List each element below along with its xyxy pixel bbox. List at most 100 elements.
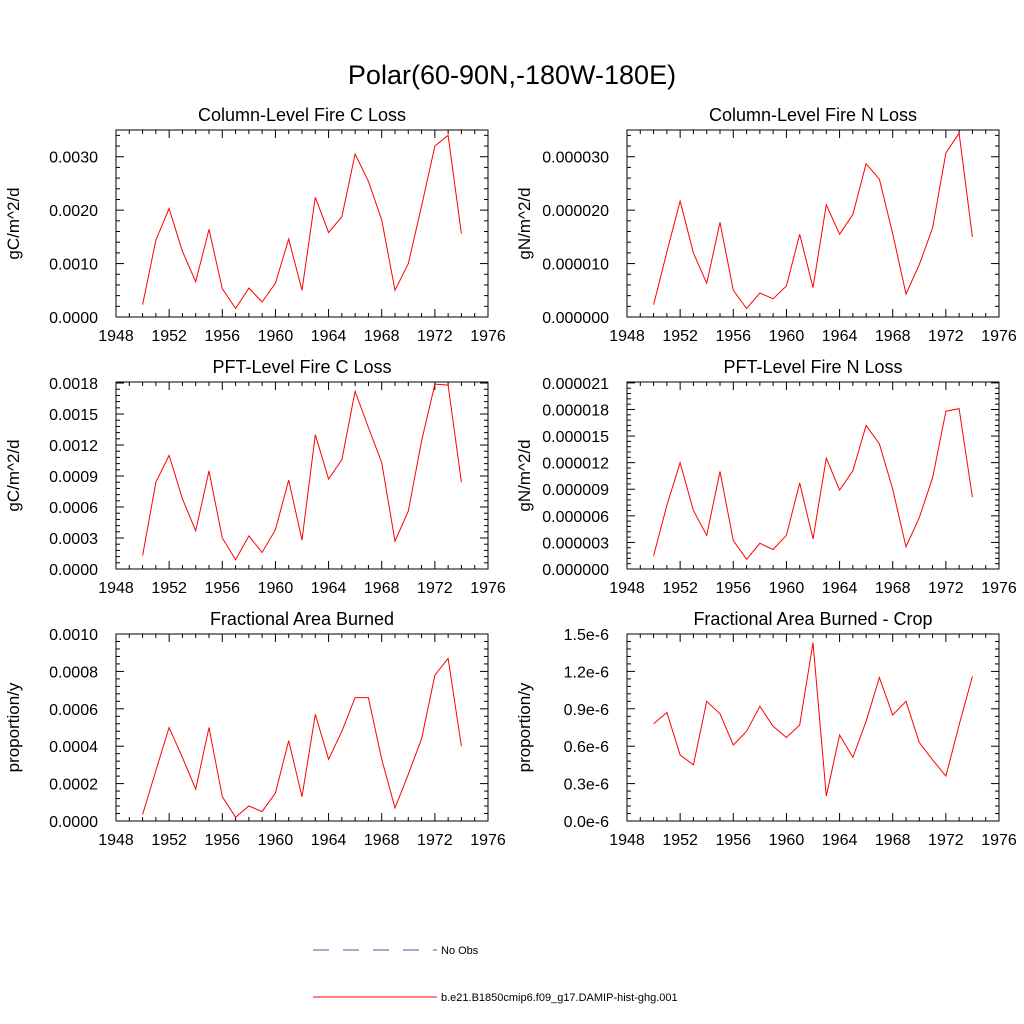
x-tick-label: 1972 <box>417 328 453 345</box>
plot-frame <box>626 129 1000 318</box>
y-tick-label: 0.6e-6 <box>564 739 609 756</box>
x-tick-label: 1964 <box>822 328 858 345</box>
x-tick-label: 1952 <box>151 580 187 597</box>
panel-3: PFT-Level Fire C Loss gC/m^2/d 1948 1952 195… <box>4 357 506 597</box>
x-tick-label: 1976 <box>470 328 506 345</box>
y-tick-label: 0.3e-6 <box>564 777 609 794</box>
y-tick-label: 0.000030 <box>542 150 609 167</box>
x-tick-label: 1952 <box>662 832 698 849</box>
panel-2: Column-Level Fire N Loss gN/m^2/d 1948 1952… <box>515 105 1017 345</box>
panel-6: Fractional Area Burned - Crop proportion/… <box>515 609 1017 849</box>
x-tick-label: 1956 <box>715 328 751 345</box>
x-tick-label: 1968 <box>875 580 911 597</box>
y-tick-label: 0.000021 <box>542 376 609 393</box>
y-tick-label: 0.0012 <box>49 438 98 455</box>
plot-frame <box>115 633 489 822</box>
x-tick-label: 1964 <box>311 328 347 345</box>
y-tick-label: 0.0000 <box>49 562 98 579</box>
y-tick-label: 0.000003 <box>542 535 609 552</box>
y-tick-label: 0.0010 <box>49 627 98 644</box>
panel-1: Column-Level Fire C Loss gC/m^2/d 1948 1952… <box>4 105 506 345</box>
x-tick-label: 1964 <box>311 580 347 597</box>
x-tick-label: 1956 <box>204 832 240 849</box>
y-tick-label: 0.0e-6 <box>564 814 609 831</box>
panel-4: PFT-Level Fire N Loss gN/m^2/d 1948 1952 195… <box>515 357 1017 597</box>
series-line-1 <box>142 134 462 310</box>
chart-panels: Column-Level Fire C Loss gC/m^2/d 1948 1952… <box>4 105 1017 849</box>
x-tick-label: 1948 <box>609 832 645 849</box>
y-tick-label: 0.000010 <box>542 257 609 274</box>
y-tick-label: 0.0009 <box>49 469 98 486</box>
y-tick-label: 0.0003 <box>49 531 98 548</box>
y-tick-label: 1.2e-6 <box>564 664 609 681</box>
plot-frame <box>115 381 489 570</box>
x-tick-label: 1968 <box>364 580 400 597</box>
x-tick-label: 1952 <box>662 580 698 597</box>
x-tick-label: 1960 <box>258 580 294 597</box>
series-line-1 <box>653 642 973 797</box>
y-tick-label: 0.000015 <box>542 429 609 446</box>
y-tick-label: 0.000009 <box>542 482 609 499</box>
x-tick-label: 1956 <box>204 580 240 597</box>
y-tick-label: 0.9e-6 <box>564 702 609 719</box>
y-axis-label: proportion/y <box>515 682 534 772</box>
y-tick-label: 0.0030 <box>49 150 98 167</box>
x-tick-label: 1952 <box>662 328 698 345</box>
y-tick-label: 0.000000 <box>542 310 609 327</box>
legend: No Obs b.e21.B1850cmip6.f09_g17.DAMIP-hi… <box>313 945 678 1004</box>
legend-label-model: b.e21.B1850cmip6.f09_g17.DAMIP-hist-ghg.… <box>441 992 678 1004</box>
y-tick-label: 0.0008 <box>49 664 98 681</box>
panel-title: PFT-Level Fire C Loss <box>212 357 391 377</box>
x-tick-label: 1972 <box>928 328 964 345</box>
x-tick-label: 1952 <box>151 328 187 345</box>
y-tick-label: 0.000018 <box>542 402 609 419</box>
panel-title: Column-Level Fire C Loss <box>198 105 406 125</box>
x-tick-label: 1964 <box>311 832 347 849</box>
x-tick-label: 1948 <box>98 328 134 345</box>
y-tick-label: 0.0010 <box>49 257 98 274</box>
x-tick-label: 1976 <box>981 580 1017 597</box>
legend-entry-no-obs: No Obs <box>313 945 479 957</box>
x-tick-label: 1972 <box>417 832 453 849</box>
y-axis-label: gC/m^2/d <box>4 187 23 259</box>
x-tick-label: 1956 <box>204 328 240 345</box>
y-tick-label: 0.000012 <box>542 456 609 473</box>
legend-entry-model: b.e21.B1850cmip6.f09_g17.DAMIP-hist-ghg.… <box>313 992 678 1004</box>
series-line-1 <box>653 131 973 310</box>
panel-title: Fractional Area Burned <box>210 609 394 629</box>
legend-label-no-obs: No Obs <box>441 945 479 957</box>
x-tick-label: 1960 <box>769 832 805 849</box>
x-tick-label: 1968 <box>364 832 400 849</box>
x-tick-label: 1972 <box>928 580 964 597</box>
x-tick-label: 1972 <box>417 580 453 597</box>
y-tick-label: 0.0002 <box>49 777 98 794</box>
panel-5: Fractional Area Burned proportion/y 1948 19… <box>4 609 506 849</box>
y-tick-label: 0.0000 <box>49 310 98 327</box>
y-tick-label: 0.000020 <box>542 203 609 220</box>
x-tick-label: 1948 <box>98 832 134 849</box>
x-tick-label: 1976 <box>470 832 506 849</box>
x-tick-label: 1948 <box>609 328 645 345</box>
x-tick-label: 1960 <box>258 328 294 345</box>
x-tick-label: 1948 <box>98 580 134 597</box>
x-tick-label: 1968 <box>875 328 911 345</box>
y-axis-label: gN/m^2/d <box>515 439 534 511</box>
y-tick-label: 0.0006 <box>49 500 98 517</box>
x-tick-label: 1964 <box>822 580 858 597</box>
x-tick-label: 1960 <box>769 580 805 597</box>
panel-title: Column-Level Fire N Loss <box>709 105 917 125</box>
x-tick-label: 1976 <box>981 328 1017 345</box>
y-axis-label: gC/m^2/d <box>4 439 23 511</box>
x-tick-label: 1968 <box>875 832 911 849</box>
x-tick-label: 1956 <box>715 832 751 849</box>
plot-frame <box>626 381 1000 570</box>
y-tick-label: 0.0004 <box>49 739 98 756</box>
plot-frame <box>626 633 1000 822</box>
series-line-1 <box>653 408 973 561</box>
x-tick-label: 1972 <box>928 832 964 849</box>
x-tick-label: 1956 <box>715 580 751 597</box>
x-tick-label: 1960 <box>258 832 294 849</box>
y-axis-label: gN/m^2/d <box>515 187 534 259</box>
series-line-1 <box>142 383 462 561</box>
